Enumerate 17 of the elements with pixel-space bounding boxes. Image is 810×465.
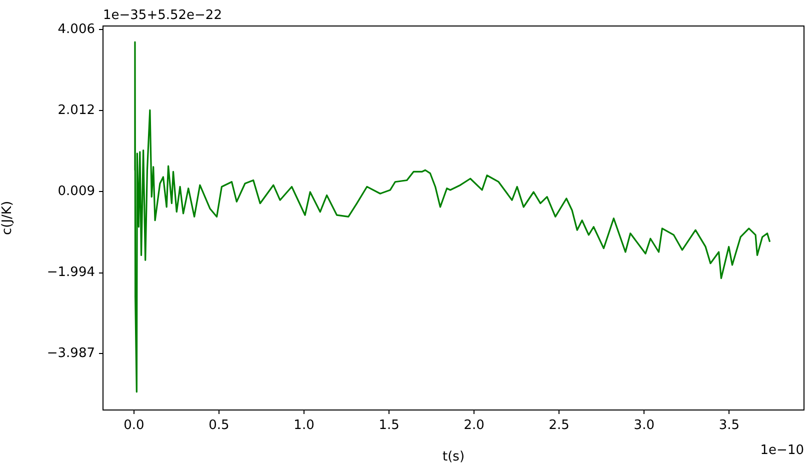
y-tick-label: −3.987 [46,346,95,361]
text: 1e−35+5.52e−22 [103,8,222,23]
x-tick-label: 3.5 [718,418,740,434]
x-tick-label: 3.0 [634,418,654,434]
x-tick-label: 1.0 [294,418,314,434]
y-tick-label: −1.994 [46,265,95,280]
x-tick-label: 0.5 [208,418,230,434]
y-axis-title: c(J/K) [0,200,16,236]
y-tick-label: 2.012 [58,102,95,118]
x-tick-label: 2.5 [548,418,570,434]
text: 1e−10 [760,442,804,458]
y-tick-label: 0.009 [58,184,95,200]
x-axis-title: t(s) [442,450,465,465]
x-tick-label: 0.0 [124,418,144,434]
y-tick-label: 4.006 [58,22,95,37]
x-tick-label: 1.5 [378,418,400,434]
x-tick-label: 2.0 [464,418,484,434]
